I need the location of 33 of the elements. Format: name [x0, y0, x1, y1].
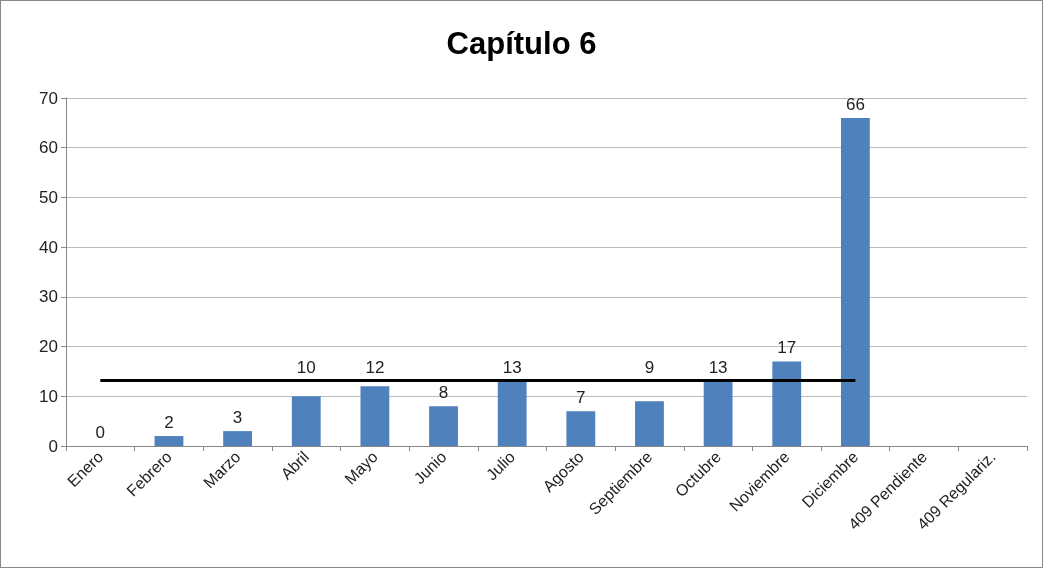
chart-title: Capítulo 6 [446, 26, 597, 61]
bar [291, 396, 321, 446]
y-tick-label: 0 [48, 436, 58, 456]
data-label: 2 [164, 413, 174, 433]
x-tick-label: Julio [482, 447, 519, 484]
bar [223, 431, 253, 446]
bar [429, 406, 458, 446]
y-tick-label: 70 [39, 88, 58, 108]
data-label: 8 [438, 383, 449, 403]
bar [154, 436, 184, 446]
y-tick-label: 30 [39, 287, 58, 307]
y-tick-label: 50 [39, 187, 58, 207]
data-label: 9 [644, 357, 655, 377]
y-tick-label: 40 [39, 237, 58, 257]
bar [703, 381, 733, 446]
bar [772, 361, 802, 446]
bar [840, 117, 870, 446]
data-label: 12 [365, 357, 385, 377]
data-label: 3 [232, 408, 243, 428]
y-tick-label: 60 [39, 138, 58, 158]
data-label: 17 [777, 338, 797, 358]
y-tick-label: 10 [39, 386, 58, 406]
data-label: 0 [95, 423, 106, 442]
data-label: 13 [708, 357, 728, 377]
data-label: 66 [845, 94, 865, 114]
data-label: 7 [576, 388, 586, 408]
y-tick-label: 20 [39, 337, 58, 357]
bar [566, 411, 596, 446]
bar [497, 381, 527, 446]
bar [360, 386, 390, 446]
data-label: 10 [296, 357, 316, 377]
bar [635, 401, 664, 446]
data-label: 13 [502, 357, 522, 377]
